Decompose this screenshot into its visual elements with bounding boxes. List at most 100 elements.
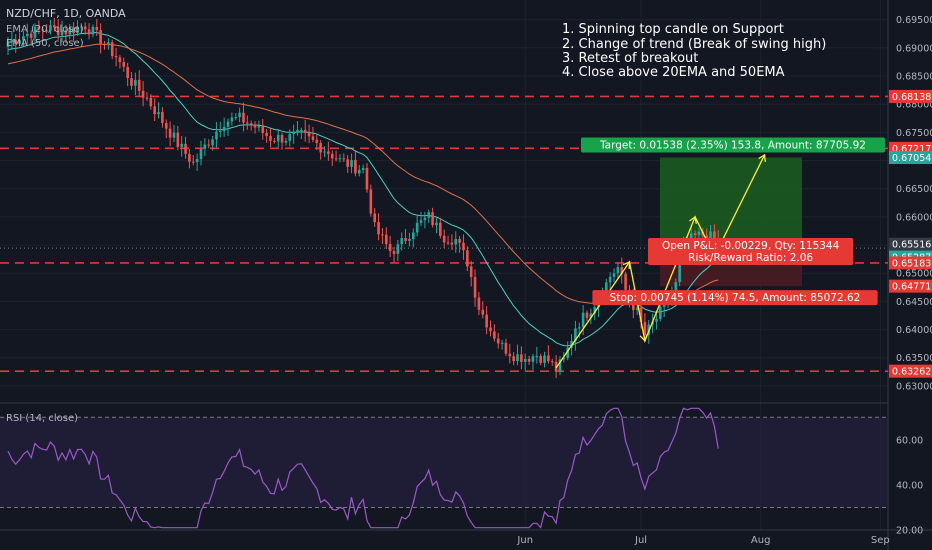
candle-body [458, 239, 461, 243]
note-3: 3. Retest of breakout [562, 51, 698, 66]
candle-body [223, 127, 226, 131]
candle-body [470, 266, 473, 277]
candle-body [505, 343, 508, 354]
price-flag-label: 0.65183 [892, 258, 931, 269]
price-tick-label: 0.69000 [896, 43, 932, 54]
candle-body [285, 141, 288, 143]
candle-body [659, 307, 662, 319]
note-1: 1. Spinning top candle on Support [562, 22, 784, 37]
rsi-legend: RSI (14, close) [6, 413, 78, 424]
candle-body [512, 356, 515, 361]
candle-body [300, 130, 303, 131]
stop-label: Stop: 0.00745 (1.14%) 74.5, Amount: 8507… [610, 292, 861, 304]
candle-body [462, 243, 465, 250]
candle-body [466, 250, 469, 266]
note-4: 4. Close above 20EMA and 50EMA [562, 65, 785, 80]
candle-body [385, 235, 388, 244]
candle-body [346, 159, 349, 167]
candle-body [435, 223, 438, 226]
price-tick-label: 0.66000 [896, 212, 932, 223]
rsi-tick-label: 60.00 [896, 435, 923, 446]
candle-body [211, 139, 214, 145]
candle-body [427, 212, 430, 217]
note-2: 2. Change of trend (Break of swing high) [562, 37, 826, 52]
rsi-tick-label: 20.00 [896, 526, 923, 537]
candle-body [323, 151, 326, 152]
target-zone [660, 158, 802, 245]
candle-body [412, 232, 415, 239]
candle-body [501, 343, 504, 344]
candle-body [400, 238, 403, 244]
candle-body [354, 160, 357, 173]
candle-body [177, 133, 180, 147]
candle-body [335, 158, 338, 159]
candle-body [258, 125, 261, 127]
candle-body [350, 160, 353, 167]
candle-body [207, 145, 210, 146]
candle-body [481, 310, 484, 315]
price-tick-label: 0.68500 [896, 72, 932, 83]
candle-body [539, 356, 542, 363]
candle-body [547, 356, 550, 362]
candle-body [543, 356, 546, 363]
price-tick-label: 0.63000 [896, 381, 932, 392]
candle-body [416, 223, 419, 233]
candle-body [343, 158, 346, 159]
candle-body [478, 298, 481, 310]
candle-body [119, 57, 122, 62]
candle-body [316, 140, 319, 143]
candle-body [115, 56, 118, 57]
candle-body [586, 313, 589, 318]
candle-body [370, 189, 373, 213]
pnl-label: Open P&L: -0.00229, Qty: 115344 [662, 240, 840, 252]
candle-body [288, 134, 291, 141]
candle-body [103, 44, 106, 45]
candle-body [169, 129, 172, 138]
price-tick-label: 0.65000 [896, 269, 932, 280]
candle-body [196, 159, 199, 162]
candle-body [443, 236, 446, 243]
candle-body [319, 143, 322, 152]
candle-body [516, 354, 519, 361]
candle-body [609, 277, 612, 283]
candle-body [377, 222, 380, 234]
candle-body [200, 149, 203, 159]
candle-body [165, 123, 168, 129]
candle-body [582, 313, 585, 328]
candle-body [192, 162, 195, 163]
candle-body [485, 315, 488, 328]
candle-body [404, 238, 407, 241]
candle-body [150, 98, 153, 106]
price-flag-label: 0.64771 [892, 282, 931, 293]
candle-body [373, 214, 376, 223]
price-tick-label: 0.67500 [896, 128, 932, 139]
candle-body [381, 234, 384, 235]
rsi-band [0, 417, 888, 507]
candle-body [489, 327, 492, 331]
candle-body [617, 267, 620, 273]
candle-body [142, 91, 145, 98]
candle-body [408, 239, 411, 241]
candle-body [111, 42, 114, 56]
price-tick-label: 0.64500 [896, 297, 932, 308]
candle-body [439, 223, 442, 236]
candle-body [246, 123, 249, 124]
candle-body [134, 80, 137, 86]
candle-body [454, 239, 457, 244]
candle-body [709, 231, 712, 239]
month-tick-label: Sep [871, 535, 890, 546]
candle-body [204, 145, 207, 149]
candle-body [451, 243, 454, 245]
candle-body [331, 154, 334, 159]
candle-body [157, 112, 160, 114]
candle-body [509, 354, 512, 356]
candle-body [698, 232, 701, 235]
candle-body [107, 42, 110, 44]
price-tick-label: 0.66500 [896, 184, 932, 195]
candle-body [227, 122, 230, 127]
candle-body [536, 356, 539, 357]
candle-body [613, 273, 616, 276]
price-flag-label: 0.67054 [892, 153, 931, 164]
